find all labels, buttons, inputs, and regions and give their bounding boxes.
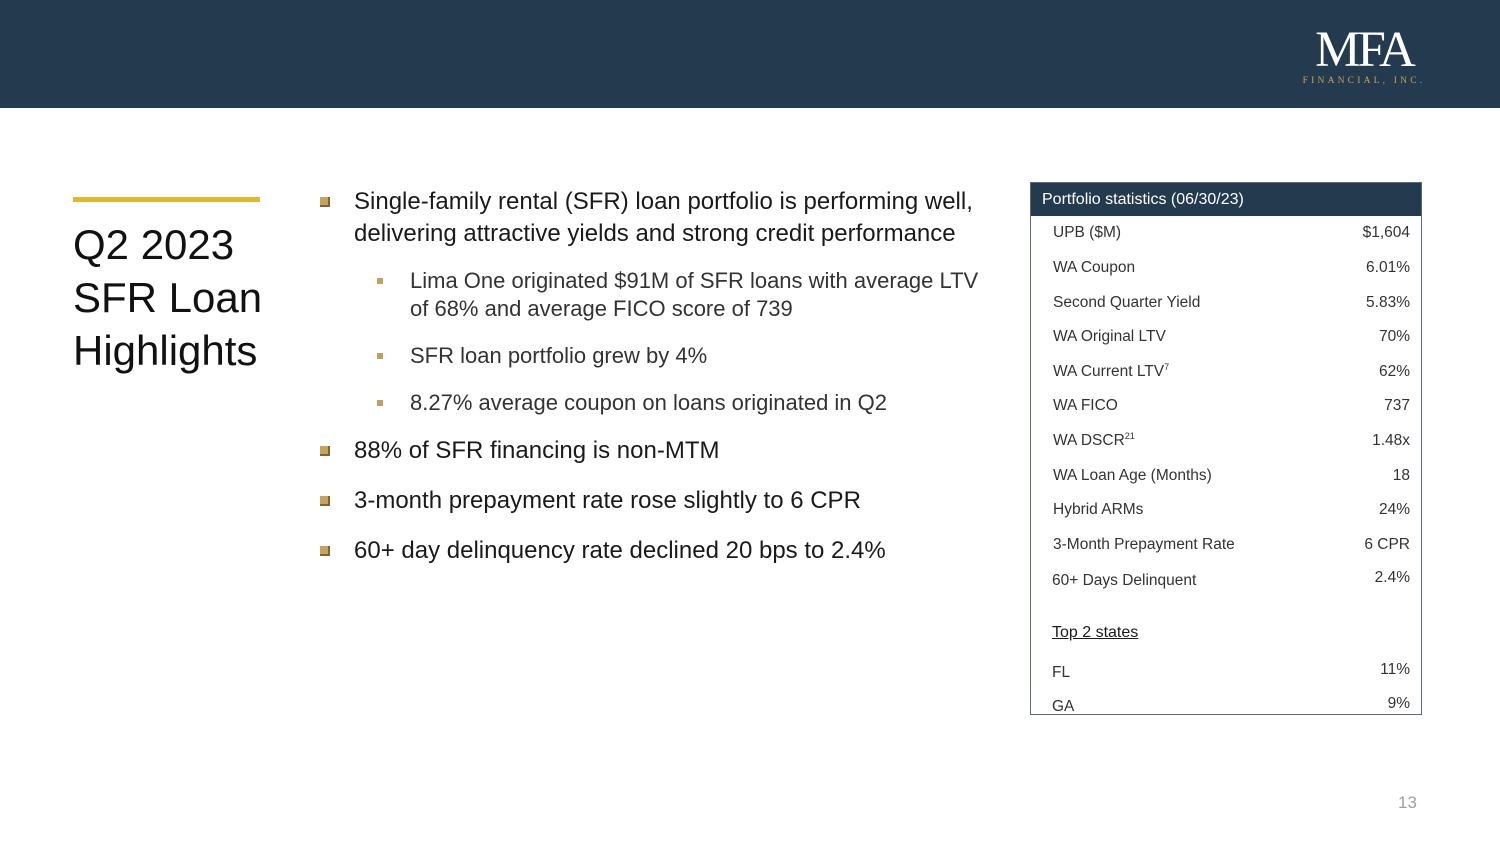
title-accent-line [73,197,260,202]
portfolio-statistics-table: Portfolio statistics (06/30/23) UPB ($M)… [1030,182,1422,715]
row-label: UPB ($M) [1053,224,1122,241]
square-bullet-icon [320,496,330,506]
row-value: 62% [1378,363,1410,380]
row-label: 3-Month Prepayment Rate [1053,536,1235,553]
bullet-text: 60+ day delinquency rate declined 20 bps… [354,537,886,564]
row-value: 2.4% [1374,569,1410,586]
mfa-logo: MFA FINANCIAL, INC. [1296,22,1432,88]
row-value: 6 CPR [1364,536,1410,553]
table-row: WA DSCR21 1.48x [1031,424,1421,458]
table-row: Second Quarter Yield 5.83% [1031,286,1421,320]
square-bullet-icon [320,197,330,207]
table-row: UPB ($M) $1,604 [1031,216,1421,250]
row-label: FL [1052,664,1071,681]
table-row: 60+ Days Delinquent 2.4% [1031,563,1421,597]
square-bullet-icon [320,546,330,556]
footnote-ref: 21 [1124,430,1135,441]
logo-mark: MFA [1315,22,1416,78]
row-label: WA FICO [1053,397,1118,414]
row-label: WA DSCR21 [1053,430,1135,450]
row-value: 5.83% [1366,294,1410,311]
square-bullet-icon [320,446,330,456]
row-label: Hybrid ARMs [1053,501,1144,518]
row-value: 24% [1378,501,1410,518]
bullet-text: 88% of SFR financing is non-MTM [354,437,720,464]
small-square-bullet-icon [377,400,383,406]
small-square-bullet-icon [377,278,383,284]
sub-bullet-text: Lima One originated $91M of SFR loans wi… [410,268,979,321]
bullet-item: Single-family rental (SFR) loan portfoli… [320,186,980,250]
top-states-heading: Top 2 states [1052,624,1139,641]
sub-bullet-item: Lima One originated $91M of SFR loans wi… [320,267,980,323]
slide-title: Q2 2023 SFR Loan Highlights [73,218,303,377]
table-row: 3-Month Prepayment Rate 6 CPR [1031,528,1421,562]
logo-subtitle: FINANCIAL, INC. [1302,76,1426,86]
header-bar: MFA FINANCIAL, INC. [0,0,1500,108]
highlights-list: Single-family rental (SFR) loan portfoli… [320,186,980,567]
sub-bullet-text: SFR loan portfolio grew by 4% [410,343,708,368]
bullet-item: 3-month prepayment rate rose slightly to… [320,485,980,517]
row-label: WA Coupon [1053,259,1136,276]
bullet-text: Single-family rental (SFR) loan portfoli… [354,188,973,247]
row-value: 18 [1392,467,1410,484]
bullet-text: 3-month prepayment rate rose slightly to… [354,487,861,514]
table-row: Hybrid ARMs 24% [1031,493,1421,527]
row-label-text: WA DSCR [1053,432,1125,449]
row-label: WA Loan Age (Months) [1053,467,1212,484]
title-line-3: Highlights [73,327,258,374]
bullet-item: 88% of SFR financing is non-MTM [320,435,980,467]
row-value: 1.48x [1372,432,1410,449]
row-label: Second Quarter Yield [1053,294,1201,311]
row-value: $1,604 [1362,224,1410,241]
table-row: WA FICO 737 [1031,389,1421,423]
row-label: 60+ Days Delinquent [1052,572,1197,589]
sub-bullet-text: 8.27% average coupon on loans originated… [410,390,888,415]
row-value: 9% [1387,695,1410,712]
footnote-ref: 7 [1164,361,1170,372]
row-value: 6.01% [1366,259,1410,276]
table-row: WA Loan Age (Months) 18 [1031,459,1421,493]
table-row: WA Original LTV 70% [1031,320,1421,354]
sub-bullet-item: 8.27% average coupon on loans originated… [320,389,980,417]
table-row: FL 11% [1031,655,1421,689]
row-value: 11% [1380,661,1410,678]
sub-bullet-item: SFR loan portfolio grew by 4% [320,342,980,370]
row-value: 70% [1378,328,1410,345]
table-row: WA Current LTV7 62% [1031,355,1421,389]
title-line-2: SFR Loan [73,274,263,321]
row-value: 737 [1384,397,1410,414]
table-row: WA Coupon 6.01% [1031,251,1421,285]
row-label: WA Current LTV7 [1053,361,1170,381]
row-label-text: WA Current LTV [1053,363,1165,380]
row-label: GA [1052,698,1075,715]
bullet-item: 60+ day delinquency rate declined 20 bps… [320,535,980,567]
table-row: GA 9% [1031,689,1421,723]
page-number: 13 [1398,793,1417,812]
title-line-1: Q2 2023 [73,221,235,268]
table-header: Portfolio statistics (06/30/23) [1031,183,1421,216]
row-label: WA Original LTV [1053,328,1166,345]
small-square-bullet-icon [377,353,383,359]
